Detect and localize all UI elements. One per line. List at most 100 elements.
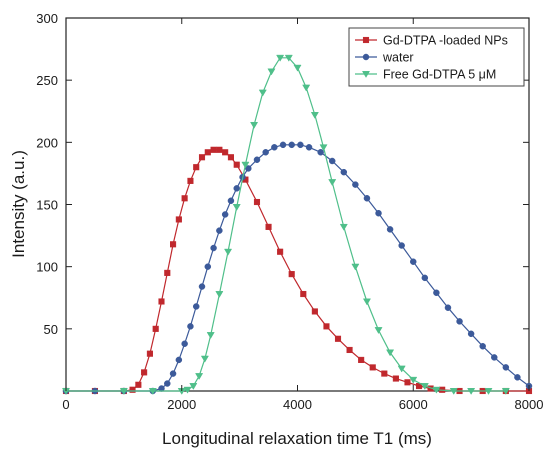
data-point [398, 242, 405, 249]
data-point [253, 198, 261, 206]
data-point [514, 374, 521, 381]
data-point [192, 303, 200, 310]
legend-marker [362, 53, 370, 61]
y-axis-label: Intensity (a.u.) [9, 150, 28, 258]
data-point [152, 325, 159, 332]
data-point [302, 84, 311, 92]
data-point [222, 149, 229, 156]
data-point [404, 379, 411, 386]
data-point [200, 355, 209, 363]
legend-marker [362, 36, 370, 44]
y-tick-label: 200 [36, 135, 58, 150]
data-point [363, 195, 371, 202]
legend-label: Free Gd-DTPA 5 μM [383, 68, 496, 82]
data-point [227, 154, 234, 161]
y-tick-label: 150 [36, 198, 58, 213]
data-point [374, 327, 383, 334]
data-point [433, 289, 440, 297]
data-point [233, 185, 240, 192]
data-point [386, 349, 395, 357]
x-tick-label: 4000 [283, 397, 312, 412]
data-point [204, 263, 212, 270]
data-point [375, 209, 382, 217]
data-point [253, 156, 261, 163]
data-point [193, 164, 200, 171]
data-point [449, 388, 458, 395]
data-point [300, 290, 307, 298]
data-point [351, 263, 360, 271]
x-tick-label: 8000 [515, 397, 544, 412]
data-point [164, 269, 171, 276]
data-point [279, 141, 287, 149]
data-point [467, 330, 475, 338]
data-point [421, 274, 429, 282]
data-point [267, 68, 276, 76]
data-point [183, 386, 192, 394]
data-point [410, 258, 417, 265]
data-point [397, 365, 406, 373]
x-axis-label: Longitudinal relaxation time T1 (ms) [162, 429, 432, 448]
legend-box [348, 27, 525, 87]
data-point [227, 197, 235, 205]
data-point [195, 373, 204, 380]
data-point [491, 354, 498, 361]
data-point [328, 157, 336, 165]
data-point [148, 388, 157, 395]
data-point [135, 381, 142, 388]
data-point [170, 241, 177, 248]
data-point [175, 356, 183, 364]
legend-item: Free Gd-DTPA 5 μM [355, 68, 496, 82]
data-point [501, 388, 510, 395]
data-point [317, 149, 324, 156]
data-point [456, 318, 463, 325]
data-point [386, 226, 394, 233]
data-point [479, 342, 486, 350]
data-point [141, 369, 148, 376]
data-point [265, 223, 272, 230]
data-point [210, 244, 217, 252]
data-point [221, 211, 229, 218]
data-point [288, 141, 295, 149]
data-point [216, 227, 223, 234]
data-point [362, 298, 371, 306]
x-tick-label: 6000 [399, 397, 428, 412]
data-point [369, 364, 376, 371]
data-point [262, 149, 269, 156]
data-point [484, 388, 493, 395]
data-point [216, 146, 223, 153]
data-point [169, 370, 177, 377]
series-2 [61, 54, 510, 395]
data-point [276, 54, 285, 62]
data-point [319, 144, 328, 152]
data-point [328, 179, 337, 187]
y-tick-label: 250 [36, 73, 58, 88]
series-1 [62, 141, 533, 395]
x-tick-label: 0 [62, 397, 69, 412]
data-point [467, 388, 476, 395]
data-point [204, 149, 211, 156]
data-point [277, 248, 284, 255]
data-point [119, 388, 128, 395]
data-point [164, 380, 171, 387]
data-point [198, 283, 206, 290]
legend-label: Gd-DTPA -loaded NPs [383, 34, 508, 48]
data-point [409, 376, 418, 384]
y-tick-label: 100 [36, 260, 58, 275]
axes-layer: 0 2000 4000 6000 8000 50 100 150 200 250 300 [36, 11, 543, 412]
data-point [233, 161, 240, 168]
data-point [250, 121, 259, 129]
data-point [432, 386, 441, 394]
data-point [146, 350, 153, 357]
data-point [293, 64, 302, 72]
series-0 [62, 146, 533, 395]
legend: Gd-DTPA -loaded NPs water Free Gd-DTPA 5 μ… [348, 27, 525, 87]
x-tick-label: 2000 [167, 397, 196, 412]
data-point [187, 177, 194, 184]
data-point [310, 112, 319, 119]
series-line [66, 144, 530, 392]
data-point [232, 204, 241, 211]
series-layer [61, 54, 533, 395]
data-point [358, 356, 365, 363]
data-point [444, 304, 452, 311]
